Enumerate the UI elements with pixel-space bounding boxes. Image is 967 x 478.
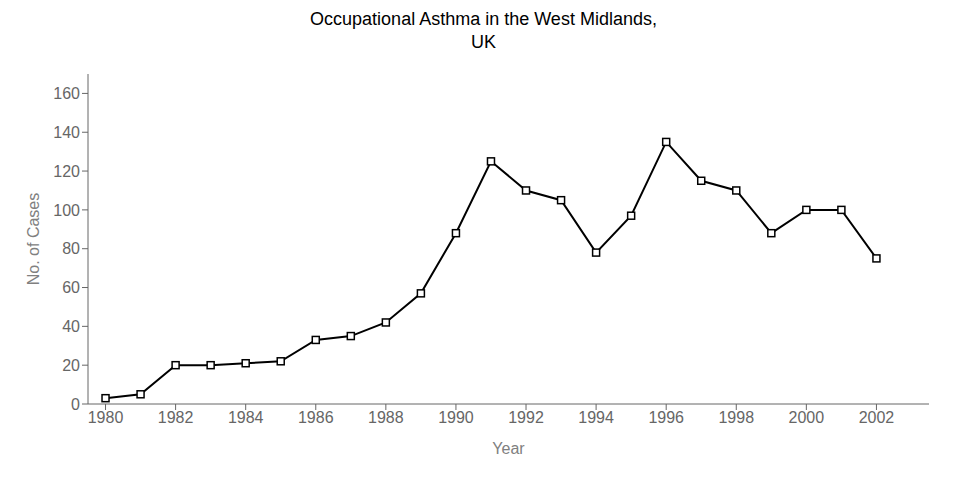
svg-text:0: 0 [71, 396, 80, 413]
svg-text:1980: 1980 [88, 409, 124, 426]
svg-text:No. of Cases: No. of Cases [25, 193, 42, 285]
svg-text:1996: 1996 [648, 409, 684, 426]
svg-text:160: 160 [53, 85, 80, 102]
svg-text:2002: 2002 [859, 409, 895, 426]
svg-text:1984: 1984 [228, 409, 264, 426]
svg-text:1992: 1992 [508, 409, 544, 426]
svg-text:140: 140 [53, 124, 80, 141]
svg-text:60: 60 [62, 279, 80, 296]
svg-text:1998: 1998 [718, 409, 754, 426]
svg-text:1990: 1990 [438, 409, 474, 426]
svg-text:1982: 1982 [158, 409, 194, 426]
svg-text:1994: 1994 [578, 409, 614, 426]
svg-text:1986: 1986 [298, 409, 334, 426]
svg-text:80: 80 [62, 240, 80, 257]
html-text:Occupational Asthma in the Wes: Occupational Asthma in the West Midlands… [310, 9, 657, 52]
svg-text:20: 20 [62, 357, 80, 374]
svg-text:120: 120 [53, 163, 80, 180]
svg-text:2000: 2000 [789, 409, 825, 426]
svg-text:100: 100 [53, 202, 80, 219]
svg-text:40: 40 [62, 318, 80, 335]
svg-text:1988: 1988 [368, 409, 404, 426]
svg-text:Year: Year [492, 440, 525, 457]
